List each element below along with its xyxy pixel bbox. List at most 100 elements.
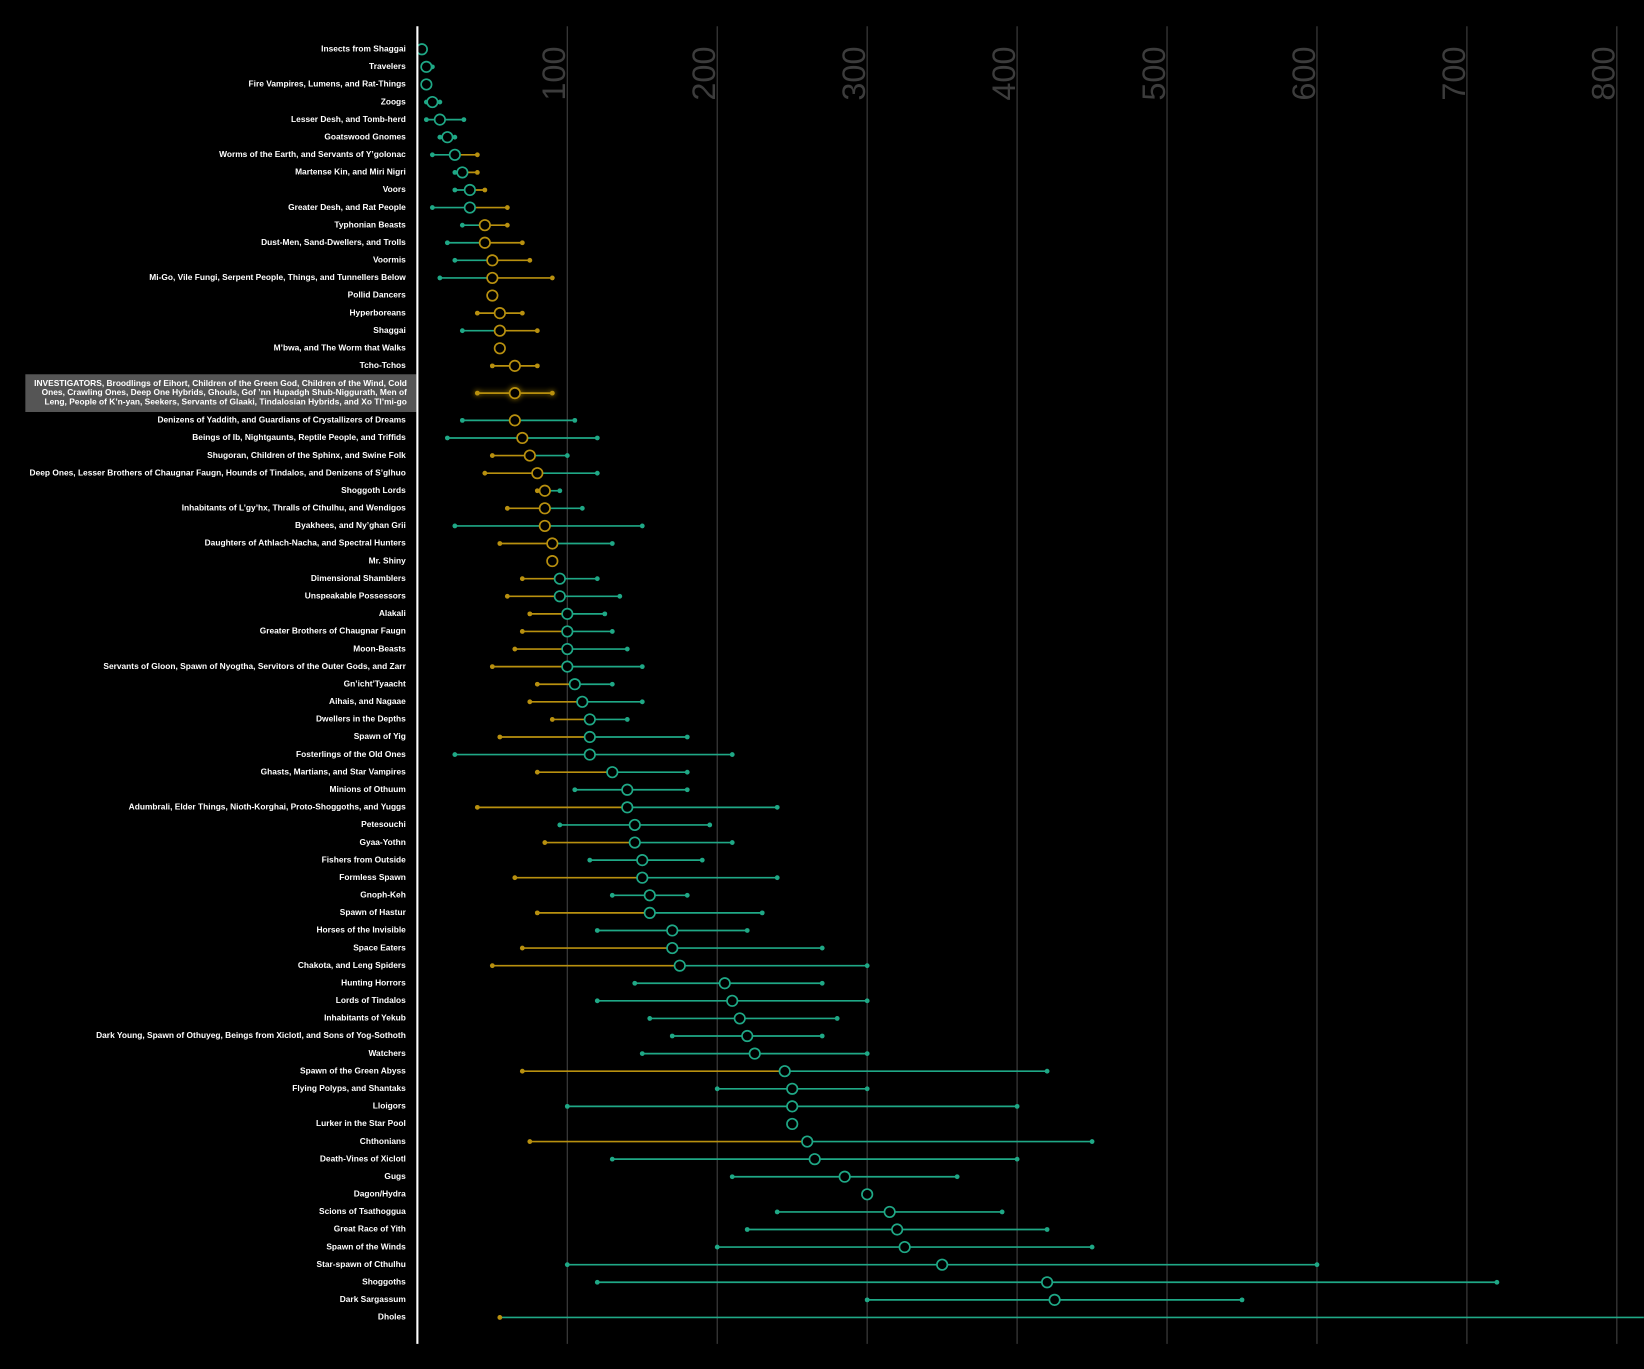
min-dot [639,1051,645,1057]
range-row [546,555,559,568]
range-row [444,431,600,445]
mid-marker [568,678,581,691]
range-row [519,941,825,955]
category-label: Martense Kin, and Miri Nigri [295,167,406,177]
mid-marker [553,590,566,603]
mid-marker [838,1170,851,1183]
mid-marker [441,131,454,144]
mid-marker [420,78,433,91]
max-dot [482,187,488,193]
min-dot [474,390,480,396]
range-row [632,977,825,990]
category-label: Dust-Men, Sand-Dwellers, and Trolls [261,237,406,247]
category-label: Formless Spawn [339,872,406,882]
mid-marker [628,836,641,849]
mid-marker [493,307,506,320]
range-row [519,625,615,638]
max-dot [834,1016,840,1021]
max-dot [819,980,825,986]
category-label: Chakota, and Leng Spiders [298,960,406,970]
min-dot [632,980,638,986]
range-row [861,1188,874,1201]
range-row [714,1241,1095,1254]
min-dot [489,363,495,369]
range-row [429,201,510,214]
mid-marker [583,713,596,726]
max-dot [594,470,600,476]
max-dot [684,734,690,740]
category-label: Shoggoth Lords [341,485,406,495]
range-row [474,307,525,320]
min-dot [437,275,443,281]
category-label: Byakhees, and Ny’ghan Grii [295,520,406,530]
min-dot [423,117,429,123]
max-dot [624,716,630,722]
mid-marker [718,977,731,990]
category-label: Minions of Othuum [330,784,406,794]
category-label: Insects from Shaggai [321,43,406,53]
mid-marker [666,924,679,937]
mid-marker [448,148,461,161]
max-dot [639,523,645,529]
range-row [729,1170,960,1183]
range-row [542,836,735,849]
category-label: Mr. Shiny [369,555,407,565]
min-dot [474,310,480,316]
min-dot [594,998,600,1004]
category-label: Travelers [369,61,406,71]
mid-marker [1048,1293,1061,1306]
range-row [864,1293,1245,1306]
max-dot [639,664,645,670]
max-dot [437,99,443,105]
category-label: Gugs [384,1171,406,1181]
mid-marker [456,166,469,179]
min-dot [527,1139,533,1144]
max-dot [534,328,540,334]
range-row [587,854,705,867]
mid-marker [523,449,536,462]
max-dot [684,787,690,793]
mid-marker [786,1100,799,1113]
category-label: Dimensional Shamblers [311,573,406,583]
mid-marker [643,889,656,902]
mid-marker [478,219,491,232]
category-label: M’bwa, and The Worm that Walks [274,343,406,353]
range-row [549,713,630,726]
range-row [423,95,443,109]
range-row [519,572,600,585]
category-label: Dark Young, Spawn of Othuyeg, Beings fro… [96,1030,406,1040]
category-label: Shoggoths [362,1276,406,1286]
max-dot [609,629,615,634]
min-dot [519,629,525,634]
mid-marker [561,625,574,638]
range-row [527,1135,1095,1148]
range-row [564,1258,1320,1271]
max-dot [1044,1227,1050,1232]
max-dot [999,1209,1005,1215]
max-dot [1044,1068,1050,1074]
range-row [429,148,480,161]
category-label: Inhabitants of Yekub [324,1013,406,1023]
category-label: Chthonians [360,1136,406,1146]
max-dot [744,928,750,933]
range-row [420,78,433,91]
min-dot [452,752,458,757]
range-row [714,1082,870,1095]
min-dot [714,1086,720,1092]
range-row [489,449,570,462]
range-row [744,1223,1050,1236]
max-dot [579,505,585,511]
mid-marker [576,695,589,708]
mid-marker [561,642,574,656]
max-dot [684,892,690,898]
category-label: Horses of the Invisible [316,925,406,935]
category-label: Lloigors [373,1101,406,1111]
min-dot [497,1315,503,1320]
range-row [489,359,540,372]
category-label: Great Race of Yith [334,1224,406,1234]
range-row [452,748,735,761]
mid-marker [546,537,559,550]
min-dot [489,453,495,458]
max-dot [527,257,533,263]
max-dot [557,488,563,494]
